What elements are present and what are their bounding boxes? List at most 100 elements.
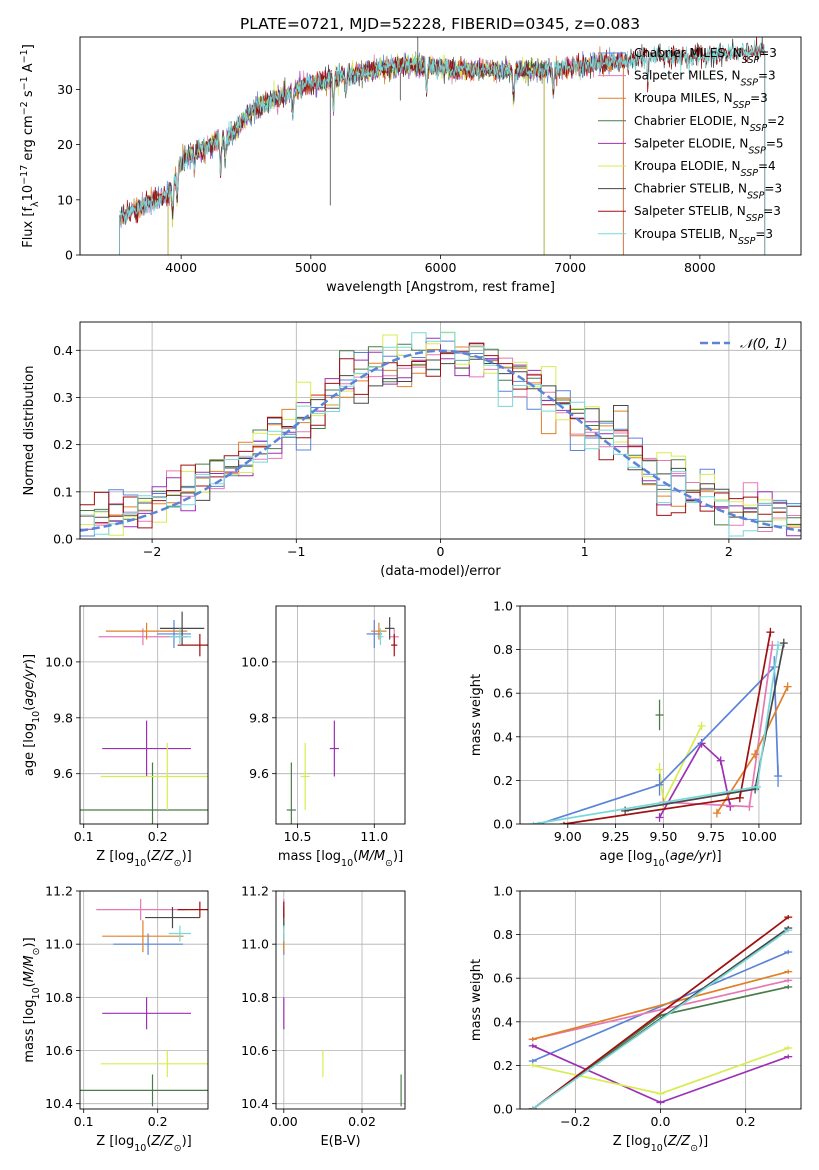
tick-label-y: 0.8: [493, 642, 513, 657]
tick-label-y: 10.8: [45, 990, 73, 1005]
label-part: Z/Z: [150, 849, 174, 864]
ticks-mass_vs_Z: 0.1 0.2 10.4 10.6 10.8 11.0 11.2: [45, 884, 167, 1130]
label-part: =4: [758, 159, 776, 173]
legend-entry: Salpeter STELIB, NSSP=3: [634, 204, 781, 224]
tick-label-x: 0.1: [74, 1114, 94, 1129]
x-axis-label: mass [log10(M/M⊙)]: [278, 849, 403, 869]
spectrum-line: [119, 39, 765, 225]
label-part: 10: [31, 711, 42, 723]
tick-label-x: 0.2: [148, 829, 168, 844]
label-part: 10: [341, 858, 353, 869]
tick-label-x: 0: [437, 544, 445, 559]
axes-age_vs_mass: 10.5 11.0 9.6 9.8 10.0 mass [log10(M/M⊙)]: [241, 605, 406, 869]
tick-label-y: 10.8: [241, 990, 269, 1005]
legend-entry: Kroupa STELIB, NSSP=3: [634, 227, 773, 247]
tick-label-y: 0.4: [53, 343, 73, 358]
label-part: Kroupa STELIB, N: [634, 227, 738, 241]
label-part: Kroupa ELODIE, N: [634, 159, 741, 173]
grid-age_vs_Z: [80, 606, 208, 824]
label-part: M/M: [358, 849, 385, 864]
label-part: −1: [19, 49, 30, 63]
label-part: mass [log: [22, 999, 37, 1062]
tick-label-x: 8000: [684, 260, 716, 275]
ticks-age_vs_Z: 0.1 0.2 9.6 9.8 10.0: [45, 654, 167, 844]
label-part: 10: [651, 1143, 663, 1154]
label-part: Chabrier STELIB, N: [634, 182, 747, 196]
tick-label-x: 0.2: [736, 1114, 756, 1129]
plot-area-mass_vs_ebv: [283, 898, 402, 1107]
y-axis-label: age [log10(age/yr)]: [22, 654, 42, 776]
label-part: (: [22, 982, 37, 987]
label-part: SSP: [746, 213, 764, 224]
x-axis-label: Z [log10(Z/Z⊙)]: [613, 1134, 708, 1154]
tick-label-y: 0.6: [493, 686, 513, 701]
tick-label-y: 0: [65, 248, 73, 263]
tick-label-x: 0.02: [348, 1114, 376, 1129]
label-part: −1: [19, 76, 30, 90]
label-part: =5: [766, 136, 784, 150]
tick-label-y: 0.4: [493, 729, 513, 744]
tick-label-y: 0.6: [493, 971, 513, 986]
tick-label-y: 10.4: [45, 1096, 73, 1111]
legend-normal-label: 𝒩(0, 1): [740, 337, 787, 352]
label-part: Normed distribution: [22, 366, 37, 496]
label-part: Chabrier MILES, N: [634, 46, 742, 60]
plot-area-weight_vs_age: [529, 627, 792, 824]
ticks-spectrum: 4000 5000 6000 7000 8000 0 10 20 30: [57, 82, 716, 275]
label-part: Salpeter ELODIE, N: [634, 136, 748, 150]
label-part: 10: [31, 987, 42, 999]
label-part: SSP: [748, 145, 766, 156]
weight-line: [538, 664, 779, 824]
label-part: Z/Z: [667, 1134, 691, 1149]
label-part: =2: [767, 114, 785, 128]
label-part: SSP: [733, 100, 751, 111]
label-part: Chabrier ELODIE, N: [634, 114, 750, 128]
label-part: Z [log: [96, 1134, 134, 1149]
label-part: s: [21, 90, 36, 101]
label-part: ⊙: [31, 948, 42, 956]
axes-weight_vs_age: 9.00 9.25 9.50 9.75 10.00 0.0 0.2 0.4 0.6 0.8 1.0 a…: [469, 599, 802, 869]
weight-line: [533, 645, 779, 824]
tick-label-y: 11.0: [241, 937, 269, 952]
label-part: )]: [711, 849, 721, 864]
label-part: 10: [134, 858, 146, 869]
legend-entry: Salpeter MILES, NSSP=3: [634, 69, 776, 89]
legend-entry: Kroupa ELODIE, NSSP=4: [634, 159, 776, 179]
tick-label-x: 9.25: [602, 829, 630, 844]
tick-label-y: 20: [57, 137, 73, 152]
axes-frame: [519, 605, 802, 825]
tick-label-x: 0.2: [148, 1114, 168, 1129]
y-axis-label: Normed distribution: [22, 366, 37, 496]
tick-label-x: 10.5: [284, 829, 312, 844]
axes-age_vs_Z: 0.1 0.29.69.810.0Z [log10(Z/Z⊙)]age [log1…: [22, 605, 209, 869]
ticks-residuals: −2 −1 0 1 2 0.0 0.1 0.2 0.3 0.4: [53, 343, 733, 559]
tick-label-y: 9.6: [249, 766, 269, 781]
tick-label-x: 0.0: [651, 1114, 671, 1129]
label-part: 10: [134, 1143, 146, 1154]
label-part: erg cm: [21, 115, 36, 164]
label-part: age/yr: [670, 849, 713, 864]
tick-label-x: 9.75: [697, 829, 725, 844]
label-part: =3: [764, 182, 782, 196]
axes-residuals: −2 −1 0 1 2 0.0 0.1 0.2 0.3 0.4 𝒩(0, 1) (data-model…: [22, 321, 802, 579]
label-part: (: [22, 706, 37, 711]
label-part: Kroupa MILES, N: [634, 91, 733, 105]
tick-label-y: 9.8: [53, 710, 73, 725]
tick-label-y: 0.3: [53, 390, 73, 405]
histogram-salpeter-elodie: [80, 337, 801, 537]
axes-frame: [79, 321, 802, 540]
tick-label-x: 0.1: [74, 829, 94, 844]
tick-label-y: 1.0: [493, 599, 513, 614]
label-part: 10: [653, 858, 665, 869]
label-part: Salpeter MILES, N: [634, 69, 741, 83]
tick-label-x: −2: [143, 544, 161, 559]
tick-label-y: 10.0: [241, 654, 269, 669]
tick-label-x: 6000: [425, 260, 457, 275]
label-part: mass weight: [469, 959, 484, 1041]
label-part: −17: [19, 165, 30, 185]
tick-label-y: 10.6: [241, 1043, 269, 1058]
weight-line: [532, 951, 789, 1062]
tick-label-x: 10.00: [741, 829, 777, 844]
grid-weight_vs_Z: [520, 890, 801, 1110]
